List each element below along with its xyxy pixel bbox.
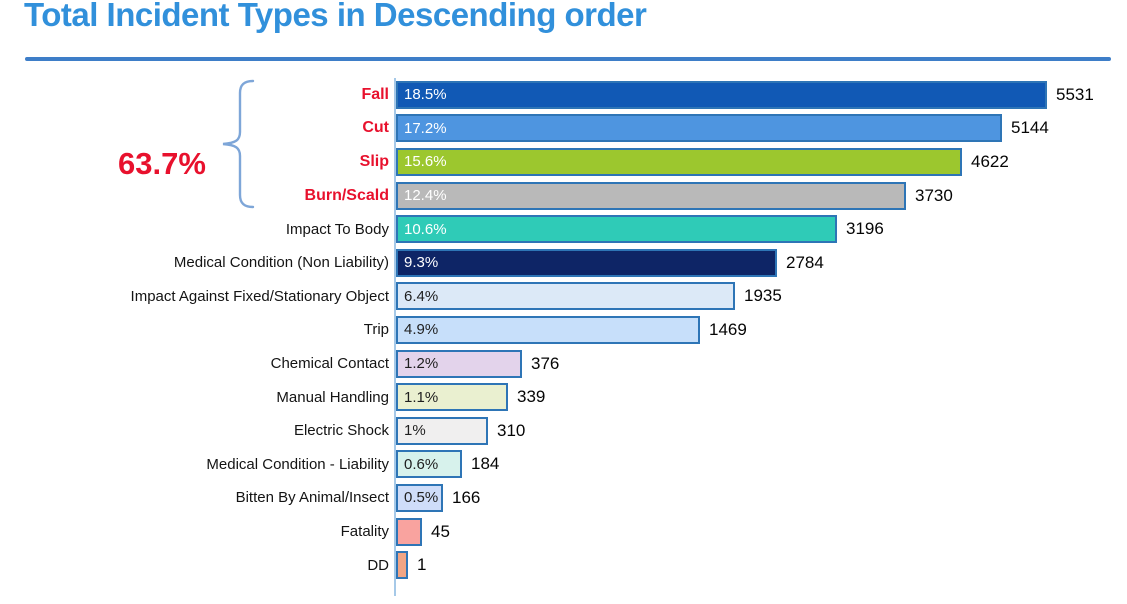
title-underline: [25, 57, 1111, 61]
group-percent-label: 63.7%: [118, 146, 206, 181]
percent-label: 1.2%: [404, 355, 439, 373]
value-label: 1935: [744, 286, 782, 306]
percent-label: 12.4%: [404, 187, 447, 205]
bar[interactable]: 0.5%: [396, 483, 443, 512]
category-label: Fatality: [340, 523, 389, 541]
bar[interactable]: 17.2%: [396, 114, 1002, 143]
value-label: 339: [517, 387, 546, 407]
bar-row: Chemical Contact 1.2% 376: [0, 347, 1127, 381]
bar[interactable]: 12.4%: [396, 181, 906, 210]
value-label: 3730: [915, 185, 953, 205]
value-label: 4622: [971, 151, 1009, 171]
value-label: 5144: [1011, 118, 1049, 138]
bar[interactable]: 6.4%: [396, 282, 735, 311]
category-label: Bitten By Animal/Insect: [235, 489, 389, 507]
chart-title: Total Incident Types in Descending order: [24, 0, 647, 33]
bar-row: Fall 18.5% 5531: [0, 78, 1127, 112]
bar[interactable]: 0.6%: [396, 450, 462, 479]
bar-row: Medical Condition (Non Liability) 9.3% 2…: [0, 246, 1127, 280]
bar-row: Impact To Body 10.6% 3196: [0, 212, 1127, 246]
value-label: 45: [431, 521, 450, 541]
bar-row: Electric Shock 1% 310: [0, 414, 1127, 448]
bar-row: Impact Against Fixed/Stationary Object 6…: [0, 280, 1127, 314]
bar-row: DD 1: [0, 548, 1127, 582]
percent-label: 9.3%: [404, 254, 439, 272]
category-label: Medical Condition (Non Liability): [173, 254, 389, 272]
bar[interactable]: [396, 517, 422, 546]
bar[interactable]: 1%: [396, 416, 488, 445]
percent-label: 0.6%: [404, 455, 439, 473]
category-label: Manual Handling: [276, 388, 389, 406]
percent-label: 10.6%: [404, 220, 447, 238]
value-label: 5531: [1056, 84, 1094, 104]
bar-row: Slip 15.6% 4622: [0, 145, 1127, 179]
value-label: 310: [497, 420, 526, 440]
category-label: Trip: [363, 321, 389, 339]
category-label: Fall: [361, 85, 389, 103]
percent-label: 6.4%: [404, 287, 439, 305]
percent-label: 4.9%: [404, 321, 439, 339]
bar[interactable]: 9.3%: [396, 248, 777, 277]
y-axis-line: [394, 78, 396, 596]
bar-row: Bitten By Animal/Insect 0.5% 166: [0, 481, 1127, 515]
category-label: Electric Shock: [293, 422, 389, 440]
percent-label: 18.5%: [404, 86, 447, 104]
percent-label: 15.6%: [404, 153, 447, 171]
value-label: 3196: [846, 219, 884, 239]
value-label: 2784: [786, 252, 824, 272]
value-label: 166: [452, 487, 481, 507]
percent-label: 1%: [404, 422, 426, 440]
value-label: 184: [471, 454, 500, 474]
category-label: Impact To Body: [285, 220, 389, 238]
bar[interactable]: 1.2%: [396, 349, 522, 378]
bar[interactable]: 18.5%: [396, 80, 1047, 109]
bar[interactable]: 15.6%: [396, 147, 962, 176]
value-label: 1469: [709, 319, 747, 339]
category-label: Slip: [359, 152, 389, 170]
value-label: 1: [417, 555, 427, 575]
category-label: Medical Condition - Liability: [206, 455, 389, 473]
bar-row: Trip 4.9% 1469: [0, 313, 1127, 347]
value-label: 376: [531, 353, 560, 373]
category-label: Cut: [362, 119, 389, 137]
bar[interactable]: 4.9%: [396, 315, 700, 344]
bar-row: Burn/Scald 12.4% 3730: [0, 179, 1127, 213]
bar[interactable]: 10.6%: [396, 215, 837, 244]
percent-label: 0.5%: [404, 489, 439, 507]
bar-row: Medical Condition - Liability 0.6% 184: [0, 448, 1127, 482]
category-label: Chemical Contact: [270, 355, 389, 373]
bar[interactable]: [396, 551, 408, 580]
group-bracket-icon: [222, 79, 255, 209]
bar-row: Manual Handling 1.1% 339: [0, 380, 1127, 414]
category-label: Impact Against Fixed/Stationary Object: [130, 287, 389, 305]
bar-row: Cut 17.2% 5144: [0, 112, 1127, 146]
category-label: Burn/Scald: [304, 186, 389, 204]
percent-label: 1.1%: [404, 388, 439, 406]
category-label: DD: [367, 556, 389, 574]
bar-row: Fatality 45: [0, 515, 1127, 549]
bar[interactable]: 1.1%: [396, 383, 508, 412]
bar-chart: Fall 18.5% 5531 Cut 17.2% 5144 Slip 15.6…: [0, 78, 1127, 582]
percent-label: 17.2%: [404, 119, 447, 137]
